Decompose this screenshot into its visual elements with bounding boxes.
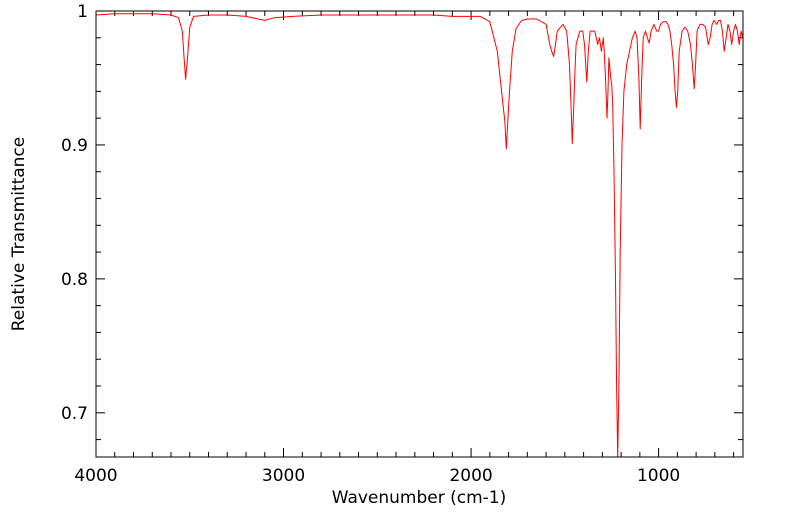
x-tick-label: 3000 — [262, 466, 305, 486]
plot-frame — [95, 10, 744, 458]
y-tick-label: 1 — [77, 2, 88, 22]
y-tick-label: 0.8 — [61, 270, 88, 290]
y-axis-title: Relative Transmittance — [9, 137, 29, 332]
x-axis-title: Wavenumber (cm-1) — [332, 488, 507, 508]
spectrum-line — [95, 13, 744, 458]
y-tick-labels: 0.7 0.8 0.9 1 — [61, 2, 88, 424]
x-tick-label: 2000 — [449, 466, 492, 486]
x-tick-label: 4000 — [74, 466, 117, 486]
y-tick-label: 0.7 — [61, 404, 88, 424]
y-tick-label: 0.9 — [61, 136, 88, 156]
x-tick-label: 1000 — [637, 466, 680, 486]
plot-area — [96, 11, 743, 457]
x-tick-labels: 4000 3000 2000 1000 — [74, 466, 680, 486]
